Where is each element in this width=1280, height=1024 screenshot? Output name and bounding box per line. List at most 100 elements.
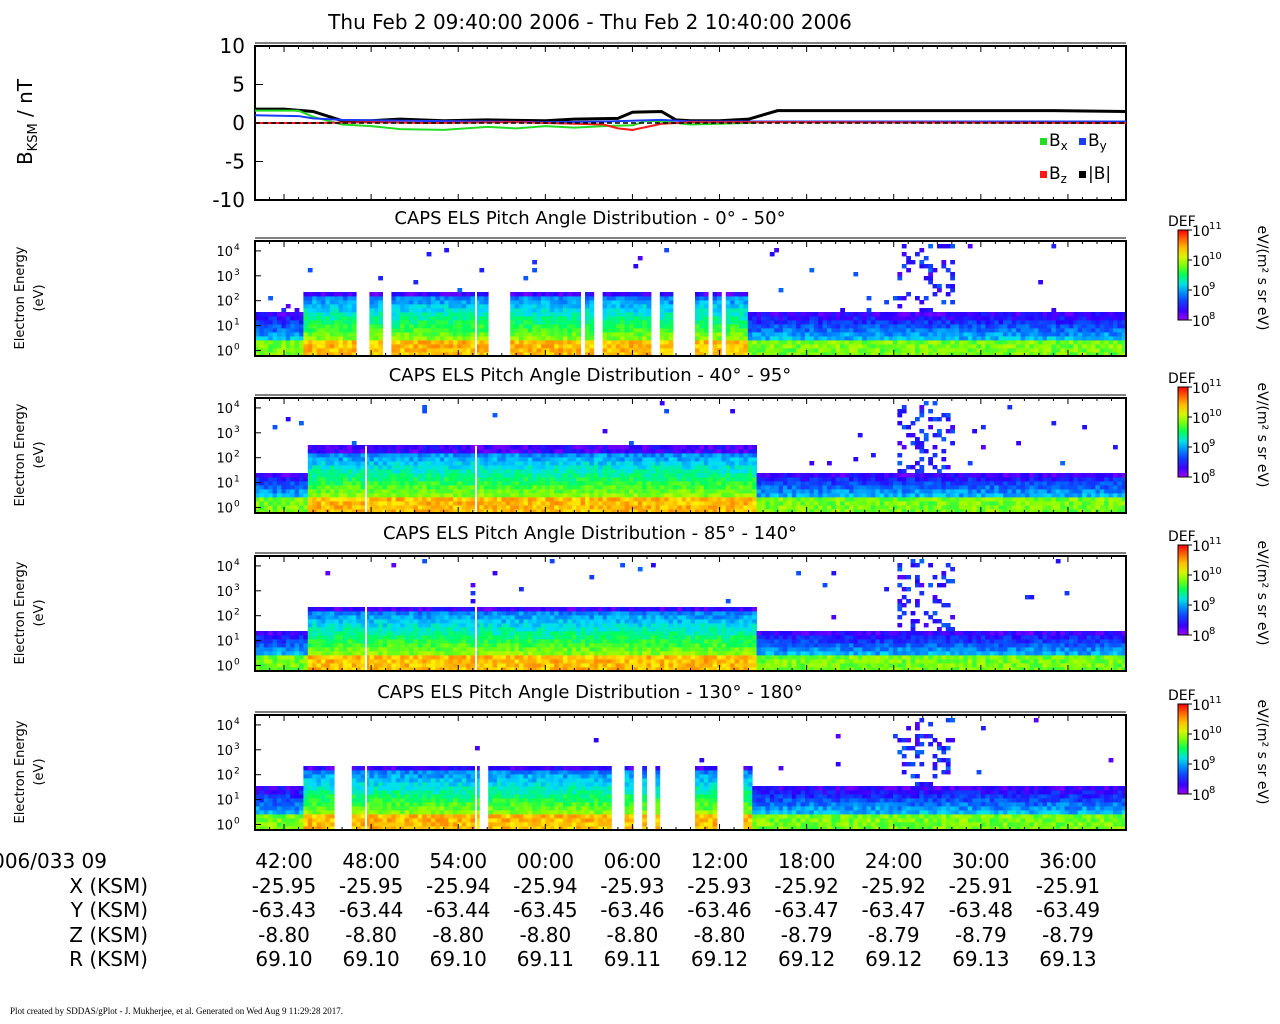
- panel-title: CAPS ELS Pitch Angle Distribution - 130°…: [377, 682, 803, 703]
- ephemeris-value-x: -25.93: [600, 874, 664, 898]
- y-tick-exponent: 0: [234, 342, 240, 352]
- y-tick-label: 10: [216, 585, 233, 600]
- ephemeris-value-y: -63.43: [252, 898, 316, 922]
- ephemeris-value-time: 42:00: [255, 849, 313, 873]
- colorbar-unit-label: eV/(m² s sr eV): [1254, 226, 1270, 331]
- legend-label-bx: Bx: [1049, 131, 1068, 153]
- y-tick-label: 10: [216, 659, 233, 674]
- colorbar-tick-label: 10: [1192, 314, 1210, 330]
- colorbar: [1177, 229, 1189, 321]
- spectrogram-cells: [255, 401, 1126, 513]
- y-axis-label-unit: (eV): [32, 284, 47, 311]
- ephemeris-value-r: 69.12: [778, 947, 835, 971]
- ephemeris-value-r: 69.10: [430, 947, 487, 971]
- y-tick-exponent: 4: [234, 243, 240, 253]
- legend-swatch-bmag: [1079, 171, 1086, 178]
- ephemeris-value-time: 12:00: [691, 849, 749, 873]
- colorbar-tick-exponent: 8: [1209, 468, 1215, 479]
- y-axis-label: Electron Energy: [13, 403, 28, 506]
- colorbar-tick-label: 10: [1192, 284, 1210, 300]
- legend-label-bmag: |B|: [1088, 164, 1111, 184]
- y-tick-label: 10: [216, 427, 233, 442]
- legend-label-by: By: [1088, 131, 1107, 153]
- ephemeris-value-time: 18:00: [778, 849, 836, 873]
- y-tick-exponent: 3: [234, 742, 240, 752]
- colorbar-title: DEF: [1168, 371, 1196, 387]
- colorbar-tick-exponent: 11: [1209, 695, 1222, 706]
- mag-y-axis-label: BKSM / nT: [13, 78, 41, 165]
- footer-credit: Plot created by SDDAS/gPlot - J. Mukherj…: [10, 1006, 343, 1016]
- colorbar-tick-exponent: 8: [1209, 626, 1215, 637]
- colorbar-tick-exponent: 11: [1209, 221, 1222, 232]
- ephemeris-value-r: 69.13: [952, 947, 1009, 971]
- ephemeris-value-z: -8.80: [345, 923, 397, 947]
- colorbar-tick-exponent: 11: [1209, 536, 1222, 547]
- colorbar-title: DEF: [1168, 529, 1196, 545]
- ephemeris-value-x: -25.92: [861, 874, 925, 898]
- ephemeris-value-x: -25.93: [687, 874, 751, 898]
- ephemeris-value-z: -8.79: [868, 923, 920, 947]
- figure-title: Thu Feb 2 09:40:00 2006 - Thu Feb 2 10:4…: [327, 10, 852, 34]
- colorbar-tick-exponent: 10: [1209, 408, 1222, 419]
- ephemeris-value-x: -25.95: [339, 874, 403, 898]
- y-tick-exponent: 3: [234, 268, 240, 278]
- ephemeris-value-x: -25.94: [426, 874, 490, 898]
- ephemeris-value-r: 69.12: [691, 947, 748, 971]
- ephemeris-value-x: -25.92: [774, 874, 838, 898]
- y-tick-label: 10: [216, 744, 233, 759]
- spectrogram-panel-2: CAPS ELS Pitch Angle Distribution - 40° …: [13, 365, 1270, 516]
- colorbar-tick-label: 10: [1192, 411, 1210, 427]
- y-tick-exponent: 2: [234, 767, 240, 777]
- y-tick-exponent: 0: [234, 499, 240, 509]
- y-tick-label: 10: [216, 610, 233, 625]
- y-tick-exponent: 1: [234, 318, 240, 328]
- y-tick-label: 0: [232, 111, 245, 135]
- y-tick-label: 10: [216, 635, 233, 650]
- colorbar-tick-exponent: 10: [1209, 251, 1222, 262]
- y-tick-label: 10: [216, 344, 233, 359]
- y-axis-label-unit: (eV): [32, 758, 47, 785]
- ephemeris-value-z: -8.80: [694, 923, 746, 947]
- legend-swatch-by: [1079, 138, 1086, 145]
- colorbar-tick-label: 10: [1192, 758, 1210, 774]
- legend-swatch-bz: [1040, 171, 1047, 178]
- colorbar-tick-label: 10: [1192, 471, 1210, 487]
- y-tick-label: 10: [216, 818, 233, 833]
- colorbar-tick-label: 10: [1192, 441, 1210, 457]
- y-tick-label: 10: [216, 501, 233, 516]
- y-tick-label: 10: [216, 477, 233, 492]
- colorbar: [1177, 386, 1189, 478]
- ephemeris-value-y: -63.44: [426, 898, 490, 922]
- ephemeris-value-r: 69.10: [343, 947, 400, 971]
- spectrogram-panel-1: CAPS ELS Pitch Angle Distribution - 0° -…: [13, 208, 1270, 359]
- ephemeris-value-z: -8.79: [1042, 923, 1094, 947]
- y-tick-label: 10: [216, 719, 233, 734]
- ephemeris-value-z: -8.80: [607, 923, 659, 947]
- ephemeris-row-label: R (KSM): [69, 947, 148, 971]
- colorbar-tick-label: 10: [1192, 698, 1210, 714]
- legend-label-bz: Bz: [1049, 164, 1067, 186]
- y-tick-exponent: 4: [234, 717, 240, 727]
- y-tick-label: 10: [216, 245, 233, 260]
- panel-title: CAPS ELS Pitch Angle Distribution - 40° …: [389, 365, 792, 386]
- ephemeris-value-time: 54:00: [429, 849, 487, 873]
- colorbar-tick-label: 10: [1192, 728, 1210, 744]
- colorbar-tick-exponent: 10: [1209, 725, 1222, 736]
- spectrogram-cells: [255, 244, 1126, 356]
- y-tick-exponent: 1: [234, 475, 240, 485]
- spectrogram-panel-3: CAPS ELS Pitch Angle Distribution - 85° …: [13, 523, 1270, 674]
- y-tick-label: -10: [212, 188, 245, 212]
- y-tick-exponent: 3: [234, 425, 240, 435]
- colorbar-tick-exponent: 9: [1209, 755, 1215, 766]
- ephemeris-row-label: Y (KSM): [70, 898, 148, 922]
- ephemeris-value-time: 00:00: [517, 849, 575, 873]
- series-line-bmag: [255, 107, 1127, 123]
- ephemeris-value-time: 24:00: [865, 849, 923, 873]
- y-axis-label: Electron Energy: [13, 246, 28, 349]
- ephemeris-value-time: 48:00: [342, 849, 400, 873]
- ephemeris-value-z: -8.80: [432, 923, 484, 947]
- colorbar-tick-exponent: 9: [1209, 281, 1215, 292]
- y-tick-exponent: 1: [234, 633, 240, 643]
- ephemeris-value-y: -63.49: [1036, 898, 1100, 922]
- spectrogram-cells: [255, 718, 1126, 830]
